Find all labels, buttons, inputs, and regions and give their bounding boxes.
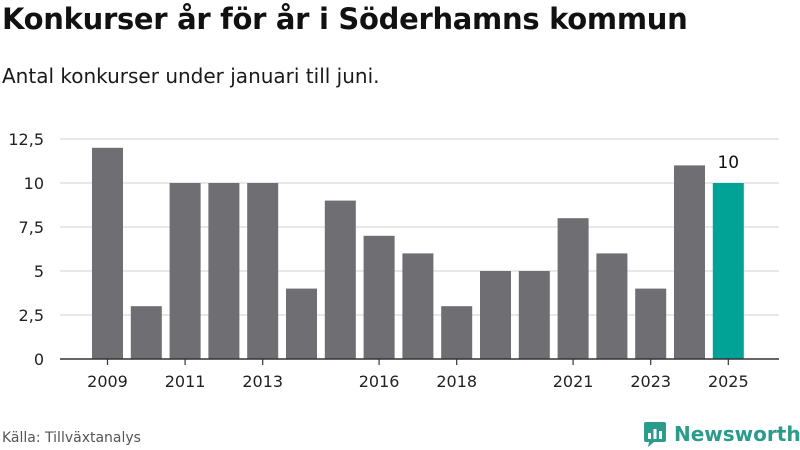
bar-2022: [596, 253, 628, 359]
bar-2017: [402, 253, 434, 359]
bar-2016: [363, 235, 395, 359]
bar-2023: [635, 288, 667, 359]
data-label-2025: 10: [717, 153, 739, 173]
bar-2024: [674, 165, 705, 359]
bar-2019: [480, 271, 511, 359]
bars: [92, 147, 744, 359]
data-labels: 10: [717, 153, 739, 173]
bar-2025: [712, 183, 744, 359]
bar-2018: [441, 306, 473, 359]
bar-2010: [130, 306, 162, 359]
y-tick-label: 2,5: [19, 306, 44, 325]
bar-2011: [169, 183, 201, 359]
x-tick-label: 2018: [436, 372, 477, 391]
bar-2013: [247, 183, 279, 359]
chart-subtitle: Antal konkurser under januari till juni.: [2, 64, 380, 88]
bar-2021: [557, 218, 589, 359]
bar-2014: [286, 288, 317, 359]
newsworthy-logo-icon: [644, 421, 666, 447]
bar-2020: [518, 271, 550, 359]
y-tick-label: 10: [24, 174, 44, 193]
y-tick-label: 0: [34, 350, 44, 369]
bar-2009: [92, 147, 123, 359]
x-tick-label: 2021: [553, 372, 594, 391]
y-tick-label: 7,5: [19, 218, 44, 237]
x-tick-label: 2016: [359, 372, 400, 391]
chart-title: Konkurser år för år i Söderhamns kommun: [2, 2, 688, 36]
y-tick-label: 5: [34, 262, 44, 281]
y-tick-label: 12,5: [8, 130, 44, 149]
bar-2015: [324, 200, 356, 359]
x-tick-label: 2023: [630, 372, 671, 391]
x-tick-label: 2025: [708, 372, 749, 391]
axes: 0 2,5 5 7,5 10 12,5 2009 2011 2013 2016 2018 2021 20…: [8, 130, 779, 391]
x-tick-label: 2013: [242, 372, 283, 391]
x-tick-label: 2011: [165, 372, 206, 391]
brand-logo: Newsworthy: [643, 419, 800, 449]
brand-name: Newsworthy: [674, 422, 800, 446]
bar-2012: [208, 183, 240, 359]
x-tick-label: 2009: [87, 372, 128, 391]
source-note: Källa: Tillväxtanalys: [2, 430, 141, 446]
